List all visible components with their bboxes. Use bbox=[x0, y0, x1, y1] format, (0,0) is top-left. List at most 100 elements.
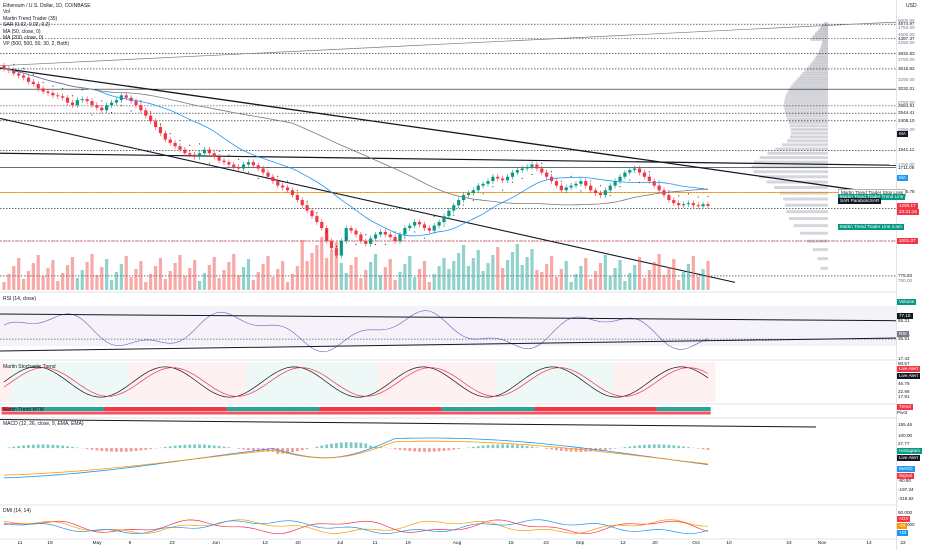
sar-dot bbox=[668, 190, 670, 192]
mtm-bar bbox=[192, 407, 198, 411]
volume-bar bbox=[144, 282, 148, 290]
candle-body bbox=[109, 102, 114, 106]
mtm-bar bbox=[162, 411, 168, 415]
currency-label[interactable]: USD bbox=[906, 3, 917, 9]
mtm-bar bbox=[602, 411, 608, 415]
candle-body bbox=[447, 210, 451, 217]
mtm-bar bbox=[646, 407, 652, 411]
macd-title[interactable]: MACD (12, 26, close, 9, EMA, EMA) bbox=[3, 421, 84, 427]
mtm-bar bbox=[206, 411, 212, 415]
mtm-title[interactable]: Martin Trend MTM bbox=[3, 407, 44, 413]
volume-profile-bar bbox=[822, 39, 828, 43]
candle-body bbox=[61, 96, 65, 98]
volume-profile-bar bbox=[787, 117, 828, 121]
macd-histogram-bar bbox=[119, 448, 123, 452]
sar-dot bbox=[697, 196, 699, 198]
macd-histogram-bar bbox=[418, 448, 421, 452]
legend-vol[interactable]: Vol bbox=[3, 9, 10, 16]
trend-line-lower bbox=[0, 117, 736, 283]
volume-bar bbox=[413, 277, 417, 290]
sar-dot bbox=[365, 234, 367, 236]
volume-bar bbox=[285, 282, 290, 290]
mtm-bar bbox=[280, 411, 286, 415]
dmi-tag: -DI bbox=[897, 523, 908, 529]
candle-body bbox=[422, 224, 427, 229]
macd-histogram-bar bbox=[46, 444, 50, 449]
sar-dot bbox=[257, 177, 259, 179]
date-tick-label: 20 bbox=[652, 541, 658, 546]
mtm-bar bbox=[89, 407, 95, 411]
volume-bar bbox=[109, 280, 114, 290]
volume-bar bbox=[593, 271, 598, 290]
legend-ma-50[interactable]: MA (50, close, 0) bbox=[3, 28, 41, 35]
mtm-bar bbox=[461, 407, 467, 411]
legend-sar[interactable]: SAR (0.02, 0.02, 0.2) bbox=[3, 22, 50, 29]
volume-bar bbox=[65, 265, 70, 290]
candle-body bbox=[652, 181, 656, 186]
volume-bar bbox=[628, 273, 632, 290]
sar-dot bbox=[169, 133, 171, 135]
mtm-bar bbox=[373, 411, 379, 415]
candle-body bbox=[41, 88, 45, 92]
macd-histogram-bar bbox=[354, 442, 358, 449]
volume-profile-bar bbox=[815, 32, 828, 36]
mtm-bar bbox=[402, 407, 408, 411]
volume-bar bbox=[36, 255, 40, 290]
candle-body bbox=[193, 154, 197, 157]
symbol-title[interactable]: Ethereum / U.S. Dollar, 1D, COINBASE bbox=[3, 3, 91, 9]
stoch-bg bbox=[671, 362, 686, 402]
stoch-title[interactable]: Martin Stochastic Trend bbox=[3, 364, 56, 370]
sar-dot bbox=[316, 212, 318, 214]
date-tick-label: 23 bbox=[543, 541, 549, 546]
price-tick-label: 750.00 bbox=[898, 277, 913, 283]
candle-body bbox=[197, 153, 202, 157]
sar-dot bbox=[218, 150, 220, 152]
candle-body bbox=[417, 222, 422, 225]
volume-bar bbox=[486, 263, 490, 290]
mtm-tag: Trend bbox=[897, 404, 913, 410]
rsi-title[interactable]: RSI (14, close) bbox=[3, 296, 37, 302]
candle-body bbox=[26, 77, 31, 82]
sar-dot bbox=[335, 245, 337, 247]
mtm-bar bbox=[138, 411, 144, 415]
mtm-bar bbox=[114, 411, 120, 415]
candle-body bbox=[202, 149, 207, 154]
legend-vp[interactable]: VP (500, 500, 50, 30, 2, Both) bbox=[3, 41, 70, 48]
macd-histogram-bar bbox=[139, 448, 143, 451]
sar-dot bbox=[423, 237, 425, 239]
mtm-bar bbox=[94, 411, 100, 415]
mtm-bar bbox=[549, 407, 555, 411]
mtm-bar bbox=[294, 411, 300, 415]
mtm-bar bbox=[329, 407, 335, 411]
mtm-bar bbox=[470, 411, 476, 415]
volume-bar bbox=[237, 275, 241, 290]
legend-ma-200[interactable]: MA (200, close, 0) bbox=[3, 35, 44, 42]
volume-bar bbox=[598, 263, 603, 290]
macd-histogram-bar bbox=[408, 448, 412, 451]
mtm-bar bbox=[26, 411, 32, 415]
dmi-axis-label: 50.000 bbox=[898, 509, 913, 515]
dmi-title[interactable]: DMI (14, 14) bbox=[3, 508, 31, 514]
candle-body bbox=[36, 83, 40, 89]
legend-martin-trend-trader[interactable]: Martin Trend Trader (35) bbox=[3, 15, 58, 22]
macd-histogram-bar bbox=[437, 448, 441, 452]
volume-bar bbox=[119, 264, 123, 290]
sar-dot bbox=[639, 181, 641, 184]
stoch-bg bbox=[114, 362, 129, 402]
mtm-bar bbox=[510, 411, 516, 415]
stoch-d-line bbox=[3, 367, 709, 397]
mtm-bar bbox=[265, 411, 271, 415]
volume-bar bbox=[315, 245, 319, 290]
candle-body bbox=[574, 183, 578, 186]
macd-histogram-bar bbox=[349, 442, 353, 449]
volume-bar bbox=[139, 261, 143, 290]
stoch-bg bbox=[304, 362, 320, 402]
stoch-bg bbox=[451, 362, 466, 402]
sar-dot bbox=[482, 193, 484, 195]
volume-profile-bar bbox=[791, 84, 828, 88]
volume-profile-bar bbox=[753, 170, 828, 174]
volume-bar bbox=[7, 274, 11, 290]
macd-axis-label: -197.34 bbox=[898, 487, 914, 492]
